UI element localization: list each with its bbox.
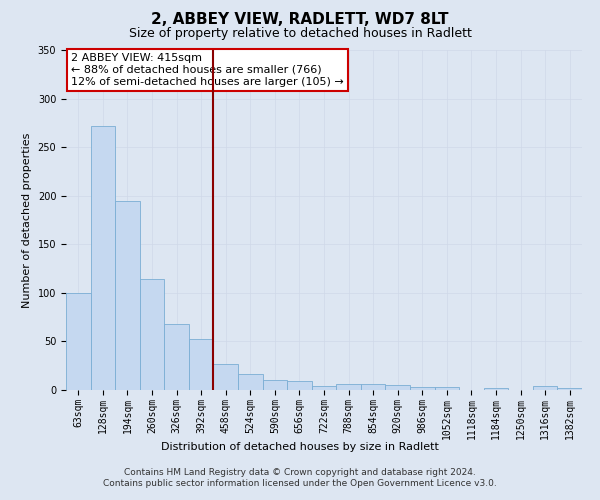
Bar bbox=[189, 338, 214, 390]
Text: 2, ABBEY VIEW, RADLETT, WD7 8LT: 2, ABBEY VIEW, RADLETT, WD7 8LT bbox=[151, 12, 449, 28]
Text: 2 ABBEY VIEW: 415sqm
← 88% of detached houses are smaller (766)
12% of semi-deta: 2 ABBEY VIEW: 415sqm ← 88% of detached h… bbox=[71, 54, 344, 86]
Text: Size of property relative to detached houses in Radlett: Size of property relative to detached ho… bbox=[128, 28, 472, 40]
Bar bbox=[66, 293, 91, 390]
Bar bbox=[263, 380, 287, 390]
Bar bbox=[484, 388, 508, 390]
Text: Distribution of detached houses by size in Radlett: Distribution of detached houses by size … bbox=[161, 442, 439, 452]
Bar bbox=[434, 387, 459, 390]
Bar bbox=[385, 385, 410, 390]
Bar bbox=[115, 200, 140, 390]
Bar bbox=[91, 126, 115, 390]
Bar bbox=[361, 384, 385, 390]
Bar bbox=[410, 387, 434, 390]
Bar bbox=[140, 280, 164, 390]
Bar bbox=[287, 382, 312, 390]
Bar bbox=[557, 388, 582, 390]
Text: Contains HM Land Registry data © Crown copyright and database right 2024.
Contai: Contains HM Land Registry data © Crown c… bbox=[103, 468, 497, 487]
Bar bbox=[336, 384, 361, 390]
Y-axis label: Number of detached properties: Number of detached properties bbox=[22, 132, 32, 308]
Bar bbox=[238, 374, 263, 390]
Bar bbox=[164, 324, 189, 390]
Bar bbox=[312, 386, 336, 390]
Bar bbox=[214, 364, 238, 390]
Bar bbox=[533, 386, 557, 390]
